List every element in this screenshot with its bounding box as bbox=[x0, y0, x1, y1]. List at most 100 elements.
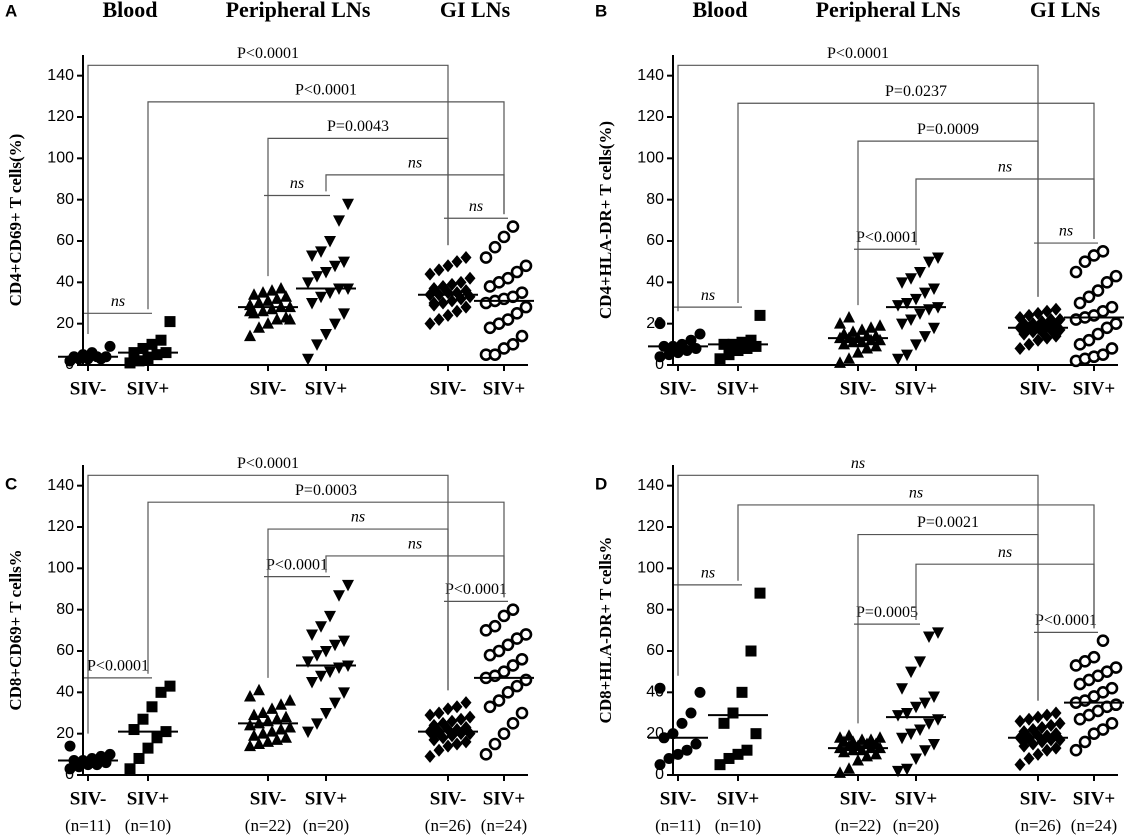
point bbox=[510, 679, 524, 693]
point bbox=[133, 752, 145, 764]
point bbox=[488, 240, 502, 254]
point bbox=[718, 717, 730, 729]
point bbox=[324, 236, 336, 248]
point bbox=[1014, 341, 1026, 355]
y-tick-label: 100 bbox=[637, 560, 664, 577]
point bbox=[1096, 634, 1110, 647]
point bbox=[901, 708, 913, 720]
point bbox=[442, 702, 454, 716]
point bbox=[275, 282, 287, 294]
point bbox=[681, 744, 693, 756]
p-label: ns bbox=[351, 509, 365, 526]
point bbox=[433, 313, 445, 327]
y-tick-label: 100 bbox=[47, 150, 74, 167]
y-tick-label: 120 bbox=[637, 518, 664, 535]
point bbox=[736, 336, 748, 348]
point bbox=[736, 686, 748, 698]
y-tick-label: 20 bbox=[56, 315, 74, 332]
bracket bbox=[857, 533, 1039, 724]
point bbox=[515, 652, 529, 666]
point bbox=[1018, 725, 1030, 739]
point bbox=[892, 353, 904, 366]
point bbox=[455, 275, 467, 289]
point bbox=[280, 731, 292, 743]
point bbox=[896, 683, 908, 695]
y-tick-label: 140 bbox=[47, 477, 74, 494]
point bbox=[253, 737, 265, 749]
x-tick-label: SIV- bbox=[250, 378, 287, 399]
point bbox=[919, 331, 931, 343]
point bbox=[320, 267, 332, 279]
point bbox=[428, 282, 440, 296]
x-tick-label: SIV- bbox=[430, 788, 467, 809]
point bbox=[244, 739, 256, 752]
point bbox=[128, 724, 140, 736]
point bbox=[685, 334, 697, 346]
x-tick-label: SIV+ bbox=[483, 788, 526, 809]
point bbox=[424, 708, 436, 722]
point bbox=[910, 753, 922, 765]
point bbox=[874, 319, 886, 331]
y-tick-label: 60 bbox=[646, 232, 664, 249]
group-label: GI LNs bbox=[440, 0, 511, 22]
point bbox=[244, 718, 256, 731]
point bbox=[324, 666, 336, 679]
point bbox=[856, 323, 868, 335]
panel-letter: D bbox=[595, 474, 607, 493]
point bbox=[455, 712, 467, 726]
point bbox=[1078, 255, 1092, 268]
point bbox=[311, 650, 323, 662]
point bbox=[690, 738, 702, 750]
point bbox=[302, 277, 314, 289]
p-label: ns bbox=[909, 485, 923, 502]
point bbox=[852, 346, 864, 358]
point bbox=[266, 702, 278, 714]
point bbox=[928, 283, 940, 296]
bracket bbox=[147, 101, 505, 310]
point bbox=[515, 329, 529, 343]
point bbox=[896, 732, 908, 745]
point bbox=[861, 749, 873, 762]
p-label: ns bbox=[408, 155, 422, 172]
point bbox=[333, 215, 345, 227]
point bbox=[451, 700, 463, 714]
point bbox=[1054, 716, 1066, 730]
point bbox=[428, 296, 440, 310]
point bbox=[1109, 698, 1123, 712]
point bbox=[442, 739, 454, 753]
point bbox=[1014, 758, 1026, 772]
y-tick-label: 40 bbox=[56, 684, 74, 701]
point bbox=[896, 318, 908, 331]
point bbox=[151, 732, 163, 744]
point bbox=[1023, 751, 1035, 765]
y-tick-label: 140 bbox=[47, 67, 74, 84]
y-axis-label: CD4+CD69+ T cells(%) bbox=[6, 134, 25, 307]
point bbox=[506, 220, 520, 233]
point bbox=[905, 314, 917, 327]
point bbox=[146, 701, 158, 713]
point bbox=[1078, 735, 1092, 749]
point bbox=[492, 694, 506, 707]
point bbox=[1041, 304, 1053, 318]
point bbox=[892, 300, 904, 312]
point bbox=[1054, 313, 1066, 327]
point bbox=[302, 726, 314, 739]
point bbox=[275, 698, 287, 710]
x-tick-label: SIV+ bbox=[717, 378, 760, 399]
bracket bbox=[147, 501, 505, 674]
point bbox=[248, 288, 260, 300]
point bbox=[745, 645, 757, 657]
point bbox=[1082, 333, 1096, 347]
point bbox=[905, 728, 917, 741]
point bbox=[315, 291, 327, 304]
point bbox=[142, 353, 154, 365]
y-tick-label: 80 bbox=[646, 191, 664, 208]
point bbox=[663, 752, 675, 764]
p-label: ns bbox=[1059, 223, 1073, 240]
point bbox=[838, 337, 850, 350]
p-label: P=0.0009 bbox=[917, 121, 979, 138]
point bbox=[320, 329, 332, 341]
point bbox=[280, 290, 292, 302]
point bbox=[315, 246, 327, 258]
point bbox=[266, 302, 278, 315]
